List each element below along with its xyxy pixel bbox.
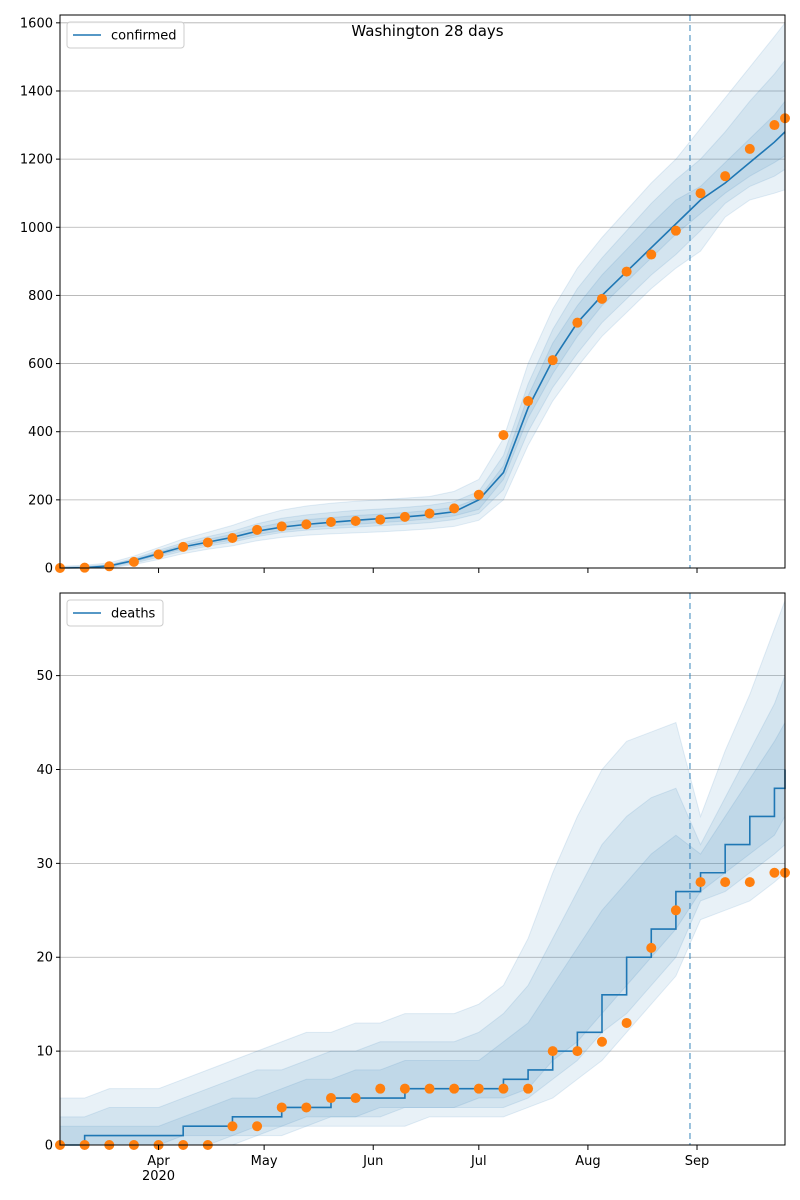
observed-point: [744, 143, 755, 154]
observed-point: [473, 1083, 484, 1094]
observed-point: [424, 508, 435, 519]
y-tick-label: 30: [36, 857, 53, 872]
observed-point: [375, 514, 386, 525]
observed-point: [227, 1121, 238, 1132]
subplot: 0 200 400 600 800 1000 1200 1400 1600 Washington …: [20, 14, 790, 577]
observed-point: [350, 1093, 361, 1104]
observed-point: [720, 171, 731, 182]
x-tick-label: Aug: [575, 1154, 600, 1169]
observed-point: [301, 519, 312, 530]
y-tick-label: 1400: [20, 84, 53, 99]
x-tick-label: Apr 2020: [142, 1154, 175, 1184]
observed-point: [325, 517, 336, 528]
y-tick-label: 40: [36, 763, 53, 778]
observed-point: [646, 942, 657, 953]
observed-point: [547, 355, 558, 366]
observed-point: [596, 1036, 607, 1047]
observed-point: [276, 1102, 287, 1113]
y-tick-label: 0: [45, 1139, 53, 1154]
observed-point: [128, 556, 139, 567]
observed-point: [473, 489, 484, 500]
observed-point: [695, 188, 706, 199]
observed-point: [399, 511, 410, 522]
observed-point: [646, 249, 657, 260]
axes-frame: [59, 14, 786, 569]
observed-point: [596, 293, 607, 304]
y-tick-label: 800: [28, 289, 53, 304]
observed-point: [301, 1102, 312, 1113]
y-tick-label: 50: [36, 669, 53, 684]
y-tick-label: 20: [36, 951, 53, 966]
legend-label: confirmed: [111, 29, 177, 44]
observed-point: [498, 1083, 509, 1094]
x-tick-label: Jun: [362, 1154, 383, 1169]
subplot: 0 10 20 30 40 50 Apr 2020 May Jun Jul Aug Sep deaths: [36, 592, 790, 1184]
observed-point: [350, 515, 361, 526]
uncertainty-band: [59, 58, 786, 569]
observed-point: [670, 905, 681, 916]
axes-frame: [59, 592, 786, 1146]
y-tick-label: 1600: [20, 16, 53, 31]
y-tick-label: 600: [28, 357, 53, 372]
y-tick-label: 400: [28, 425, 53, 440]
observed-point: [523, 396, 534, 407]
observed-point: [449, 1083, 460, 1094]
observed-point: [572, 317, 583, 328]
observed-point: [670, 225, 681, 236]
y-tick-label: 1200: [20, 153, 53, 168]
y-tick-label: 1000: [20, 221, 53, 236]
observed-point: [720, 877, 731, 888]
observed-point: [744, 877, 755, 888]
chart-title: Washington 28 days: [351, 22, 503, 40]
observed-point: [252, 1121, 263, 1132]
observed-point: [547, 1046, 558, 1057]
legend-box: [66, 599, 164, 627]
observed-point: [424, 1083, 435, 1094]
x-tick-label: Sep: [685, 1154, 710, 1169]
observed-point: [325, 1093, 336, 1104]
observed-point: [523, 1083, 534, 1094]
observed-point: [276, 521, 287, 532]
observed-point: [399, 1083, 410, 1094]
observed-point: [153, 549, 164, 560]
observed-point: [769, 120, 780, 131]
observed-point: [104, 561, 115, 572]
observed-point: [178, 541, 189, 552]
observed-point: [202, 537, 213, 548]
observed-point: [769, 867, 780, 878]
observed-point: [621, 1017, 632, 1028]
observed-point: [621, 266, 632, 277]
observed-point: [572, 1046, 583, 1057]
legend-box: [66, 21, 185, 49]
observed-point: [227, 533, 238, 544]
legend-label: deaths: [111, 607, 156, 622]
y-tick-label: 0: [45, 562, 53, 577]
observed-point: [252, 524, 263, 535]
x-tick-label: Jul: [470, 1154, 487, 1169]
observed-point: [498, 430, 509, 441]
x-tick-label: May: [251, 1154, 278, 1169]
observed-point: [695, 877, 706, 888]
observed-point: [449, 503, 460, 514]
y-tick-label: 200: [28, 493, 53, 508]
y-tick-label: 10: [36, 1045, 53, 1060]
observed-point: [375, 1083, 386, 1094]
